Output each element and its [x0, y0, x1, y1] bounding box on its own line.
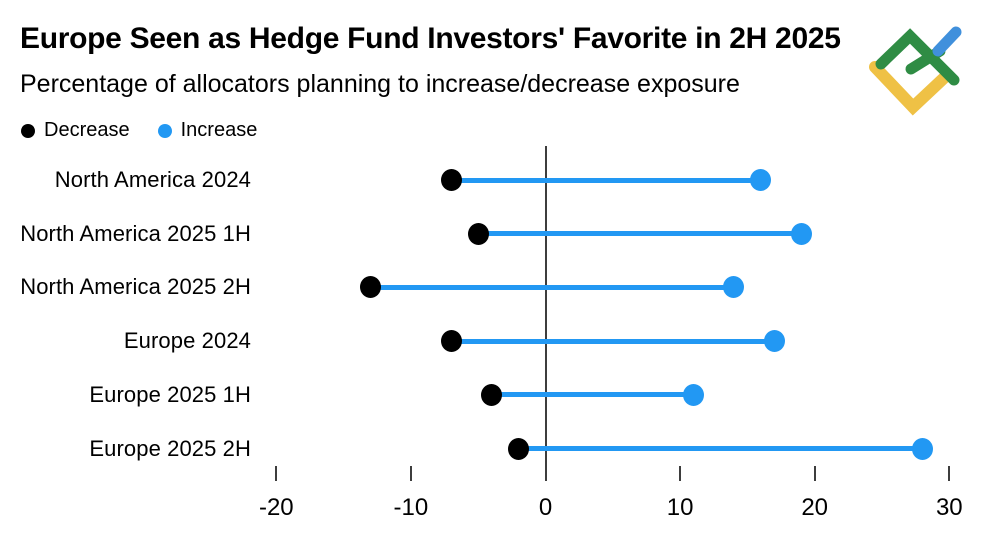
connector-line	[370, 284, 734, 290]
decrease-dot	[440, 330, 462, 353]
zero-axis-line	[544, 146, 547, 473]
category-label: Europe 2024	[123, 328, 251, 354]
axis-tick	[409, 466, 412, 481]
decrease-dot	[508, 437, 530, 460]
decrease-dot	[467, 222, 489, 245]
axis-tick-label: -10	[393, 494, 429, 521]
connector-line	[518, 446, 923, 451]
increase-dot	[763, 330, 785, 353]
connector-line	[478, 231, 802, 237]
decrease-dot	[440, 169, 462, 191]
decrease-dot	[481, 383, 503, 406]
decrease-dot-icon	[21, 123, 35, 138]
axis-tick-label: 0	[538, 494, 553, 521]
connector-line	[491, 392, 694, 398]
category-label: Europe 2025 1H	[89, 381, 251, 407]
legend-label-increase: Increase	[180, 119, 258, 141]
category-label: Europe 2025 2H	[89, 435, 251, 461]
axis-tick	[544, 466, 547, 481]
category-label: North America 2025 1H	[20, 220, 251, 246]
increase-dot	[750, 169, 772, 191]
legend-item-increase: Increase	[157, 119, 258, 142]
chart-subtitle: Percentage of allocators planning to inc…	[20, 70, 740, 98]
category-label: North America 2025 2H	[20, 274, 251, 300]
increase-dot	[790, 222, 812, 245]
axis-tick-label: 20	[801, 494, 829, 521]
axis-tick	[679, 466, 682, 481]
category-label: North America 2024	[54, 167, 251, 192]
axis-tick-label: 30	[935, 494, 963, 521]
legend-label-decrease: Decrease	[44, 119, 130, 141]
increase-dot	[683, 383, 705, 406]
increase-dot-icon	[157, 123, 172, 138]
axis-tick	[948, 466, 951, 481]
logo-yellow-check	[869, 61, 951, 116]
logo-blue-bar	[932, 26, 962, 57]
increase-dot	[723, 276, 745, 299]
connector-line	[451, 177, 761, 183]
increase-dot	[911, 437, 933, 460]
connector-line	[451, 338, 775, 344]
axis-tick-label: -20	[258, 494, 294, 521]
legend: Decrease Increase	[21, 119, 257, 142]
decrease-dot	[360, 276, 382, 299]
litefinance-logo	[869, 26, 962, 116]
axis-tick-label: 10	[666, 494, 694, 521]
axis-tick	[813, 466, 816, 481]
legend-item-decrease: Decrease	[21, 119, 130, 142]
axis-tick	[275, 466, 278, 481]
logo-green-peak	[875, 28, 960, 86]
chart-title: Europe Seen as Hedge Fund Investors' Fav…	[20, 22, 841, 55]
